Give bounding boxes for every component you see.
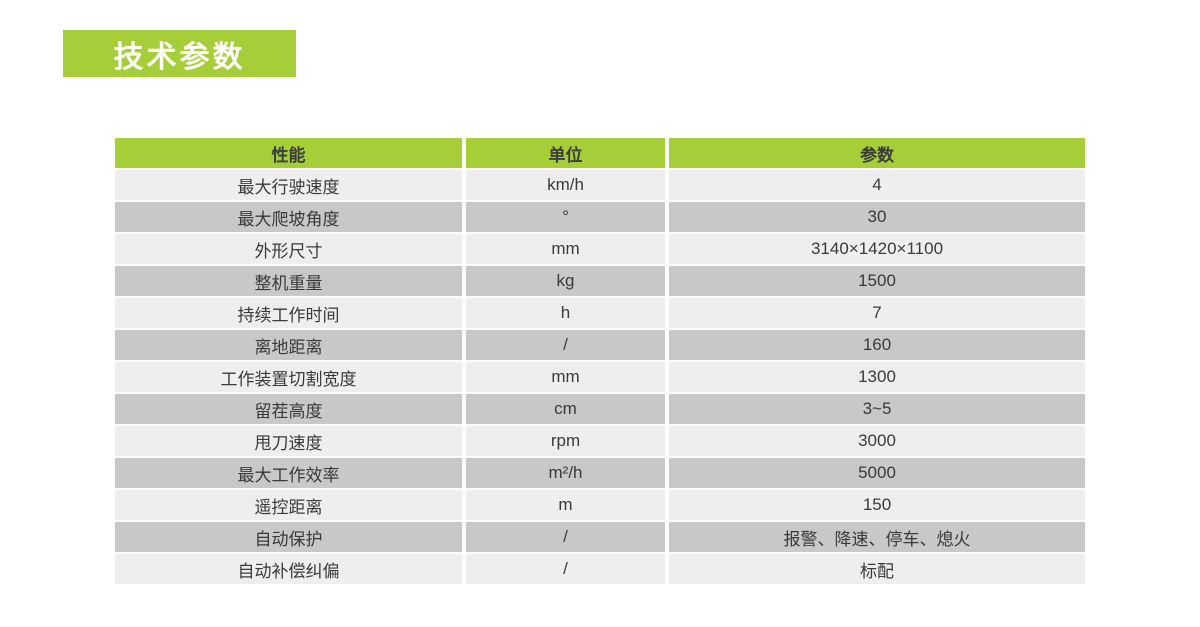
section-title: 技术参数 — [113, 40, 246, 74]
section-title-badge: 技术参数 — [63, 30, 296, 77]
spec-value-cell: 30 — [669, 202, 1085, 232]
table-row: 持续工作时间 h 7 — [115, 298, 1085, 328]
spec-unit-cell: cm — [466, 394, 665, 424]
table-row: 外形尺寸 mm 3140×1420×1100 — [115, 234, 1085, 264]
spec-unit-cell: mm — [466, 362, 665, 392]
spec-name-cell: 自动补偿纠偏 — [115, 554, 462, 584]
spec-value-cell: 4 — [669, 170, 1085, 200]
spec-value-cell: 标配 — [669, 554, 1085, 584]
spec-value-cell: 报警、降速、停车、熄火 — [669, 522, 1085, 552]
spec-name-cell: 外形尺寸 — [115, 234, 462, 264]
column-header-performance: 性能 — [115, 138, 462, 168]
spec-value-cell: 3~5 — [669, 394, 1085, 424]
spec-unit-cell: / — [466, 554, 665, 584]
spec-name-cell: 留茬高度 — [115, 394, 462, 424]
spec-name-cell: 持续工作时间 — [115, 298, 462, 328]
spec-unit-cell: / — [466, 522, 665, 552]
table-row: 甩刀速度 rpm 3000 — [115, 426, 1085, 456]
spec-unit-cell: m²/h — [466, 458, 665, 488]
spec-value-cell: 150 — [669, 490, 1085, 520]
spec-name-cell: 最大行驶速度 — [115, 170, 462, 200]
spec-value-cell: 3000 — [669, 426, 1085, 456]
column-header-parameter: 参数 — [669, 138, 1085, 168]
spec-value-cell: 1500 — [669, 266, 1085, 296]
spec-value-cell: 3140×1420×1100 — [669, 234, 1085, 264]
spec-value-cell: 5000 — [669, 458, 1085, 488]
spec-value-cell: 1300 — [669, 362, 1085, 392]
spec-unit-cell: / — [466, 330, 665, 360]
table-row: 自动补偿纠偏 / 标配 — [115, 554, 1085, 584]
spec-unit-cell: mm — [466, 234, 665, 264]
spec-name-cell: 遥控距离 — [115, 490, 462, 520]
spec-unit-cell: m — [466, 490, 665, 520]
column-header-unit: 单位 — [466, 138, 665, 168]
spec-unit-cell: km/h — [466, 170, 665, 200]
table-body: 最大行驶速度 km/h 4 最大爬坡角度 ° 30 外形尺寸 mm 3140×1… — [115, 170, 1085, 584]
spec-name-cell: 离地距离 — [115, 330, 462, 360]
table-row: 留茬高度 cm 3~5 — [115, 394, 1085, 424]
spec-name-cell: 最大爬坡角度 — [115, 202, 462, 232]
table-header-row: 性能 单位 参数 — [115, 138, 1085, 168]
table-row: 整机重量 kg 1500 — [115, 266, 1085, 296]
table-row: 最大行驶速度 km/h 4 — [115, 170, 1085, 200]
spec-value-cell: 160 — [669, 330, 1085, 360]
spec-value-cell: 7 — [669, 298, 1085, 328]
spec-name-cell: 工作装置切割宽度 — [115, 362, 462, 392]
spec-unit-cell: rpm — [466, 426, 665, 456]
table-row: 最大工作效率 m²/h 5000 — [115, 458, 1085, 488]
spec-unit-cell: ° — [466, 202, 665, 232]
spec-unit-cell: kg — [466, 266, 665, 296]
spec-name-cell: 甩刀速度 — [115, 426, 462, 456]
spec-name-cell: 最大工作效率 — [115, 458, 462, 488]
table-row: 自动保护 / 报警、降速、停车、熄火 — [115, 522, 1085, 552]
table-row: 遥控距离 m 150 — [115, 490, 1085, 520]
table-row: 离地距离 / 160 — [115, 330, 1085, 360]
spec-name-cell: 自动保护 — [115, 522, 462, 552]
spec-unit-cell: h — [466, 298, 665, 328]
spec-name-cell: 整机重量 — [115, 266, 462, 296]
table-row: 最大爬坡角度 ° 30 — [115, 202, 1085, 232]
specs-table: 性能 单位 参数 最大行驶速度 km/h 4 最大爬坡角度 ° 30 外形尺寸 … — [115, 138, 1085, 584]
table-row: 工作装置切割宽度 mm 1300 — [115, 362, 1085, 392]
